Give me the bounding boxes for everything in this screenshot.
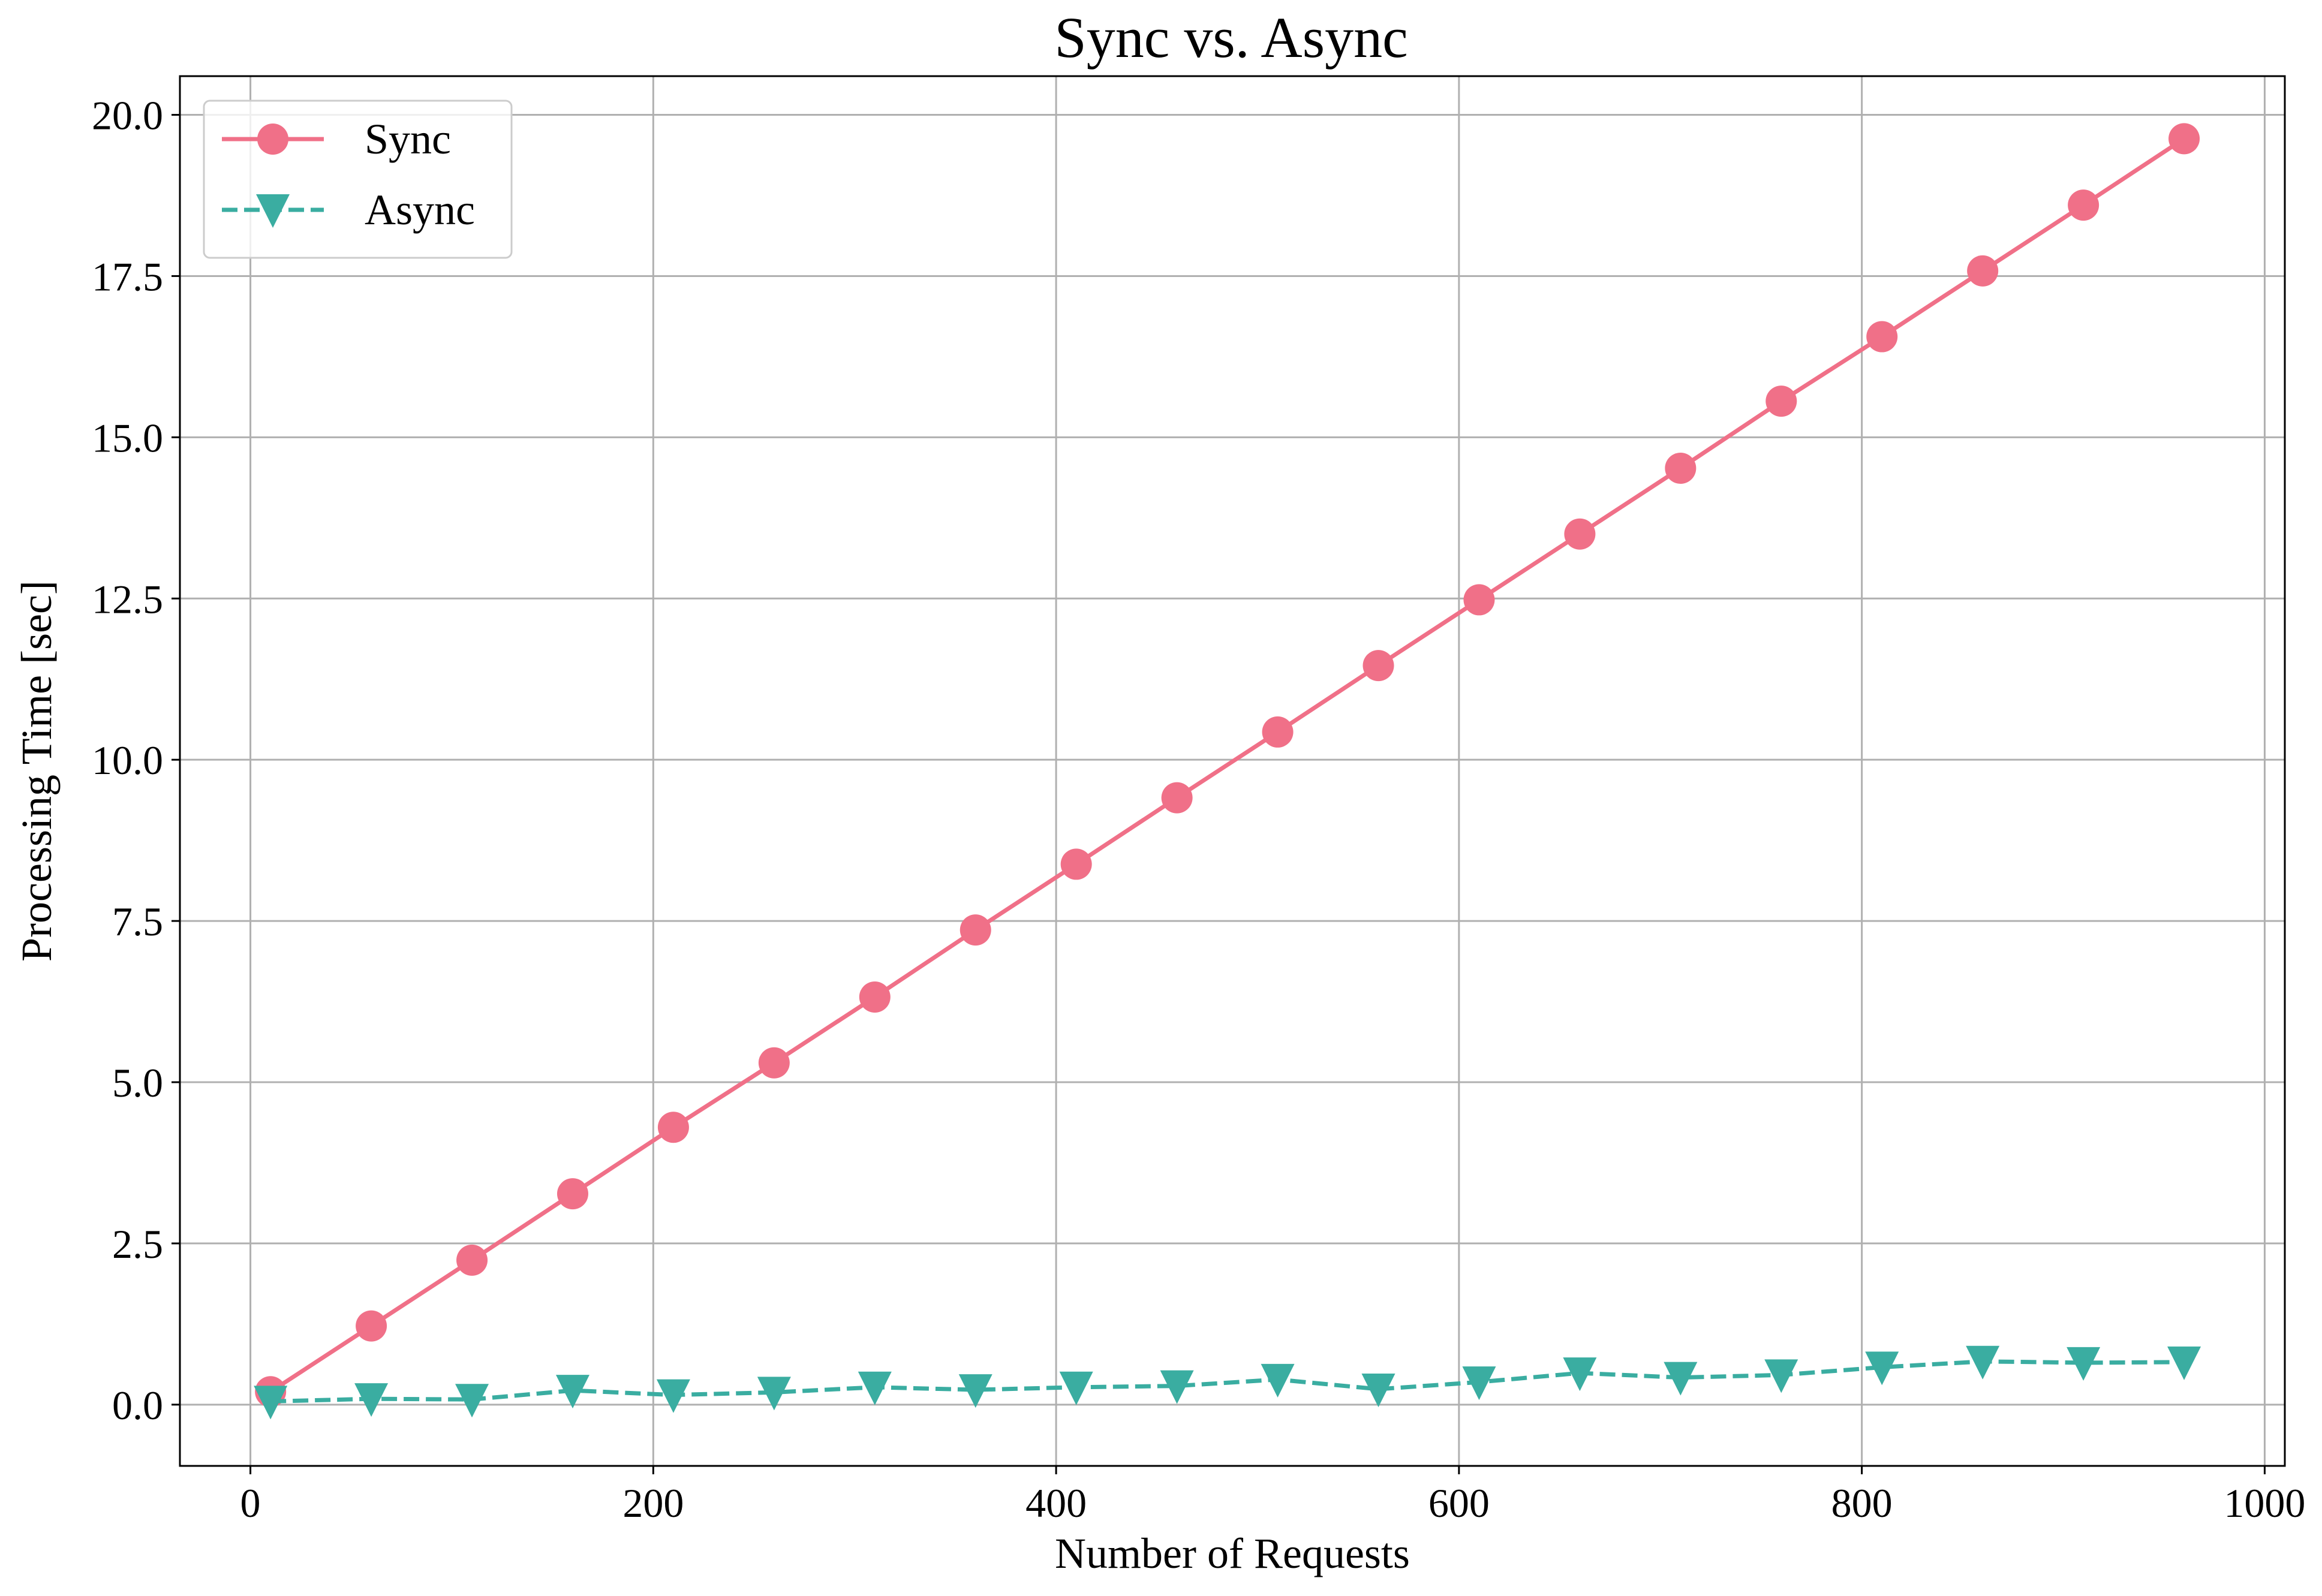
legend-marker <box>256 194 290 228</box>
data-point <box>254 1386 288 1420</box>
data-point <box>356 1310 387 1342</box>
data-point <box>1765 386 1797 417</box>
y-tick-label: 12.5 <box>92 576 163 622</box>
legend-label: Sync <box>365 115 451 163</box>
legend: Sync Async <box>203 100 513 259</box>
legend-box <box>203 100 513 259</box>
data-point <box>1564 518 1596 550</box>
data-point <box>1160 1370 1194 1404</box>
series-async <box>254 1345 2201 1420</box>
y-tick-label: 15.0 <box>92 415 163 460</box>
data-point <box>1865 1351 1899 1386</box>
data-point <box>859 981 891 1013</box>
data-point <box>1664 1362 1698 1396</box>
data-point <box>1866 321 1898 353</box>
series-line <box>269 137 2185 1394</box>
x-tick-label: 200 <box>622 1480 684 1526</box>
series-sync <box>255 123 2200 1408</box>
data-point <box>960 914 991 946</box>
y-tick-label: 2.5 <box>112 1221 163 1267</box>
x-tick-label: 600 <box>1428 1480 1490 1526</box>
data-point <box>858 1371 892 1405</box>
data-point <box>1563 1357 1597 1392</box>
y-tick-label: 17.5 <box>92 254 163 299</box>
data-point <box>1361 1373 1395 1407</box>
data-point <box>557 1178 588 1210</box>
legend-marker <box>257 124 288 155</box>
data-point <box>656 1379 690 1413</box>
data-point <box>1463 584 1495 616</box>
y-tick-label: 7.5 <box>112 899 163 944</box>
data-point <box>1261 1363 1295 1398</box>
data-point <box>2167 1346 2201 1380</box>
x-tick-label: 1000 <box>2224 1480 2305 1526</box>
y-tick-label: 10.0 <box>92 737 163 783</box>
data-point <box>1161 782 1193 814</box>
data-point <box>1665 452 1697 484</box>
data-point <box>758 1047 790 1079</box>
data-point <box>2168 123 2200 155</box>
legend-item-sync: Sync <box>222 115 451 163</box>
legend-label: Async <box>365 186 475 234</box>
axes-frame <box>179 75 2286 1467</box>
data-point <box>1362 650 1394 682</box>
gridlines <box>180 76 2285 1466</box>
data-point <box>555 1375 589 1409</box>
data-point <box>1764 1359 1798 1393</box>
data-point <box>1967 255 1999 287</box>
data-point <box>1262 716 1294 748</box>
x-axis-label: Number of Requests <box>1055 1529 1410 1577</box>
y-tick-label: 0.0 <box>112 1383 163 1428</box>
data-point <box>354 1383 389 1417</box>
data-point <box>2067 1347 2101 1381</box>
x-tick-label: 400 <box>1025 1480 1087 1526</box>
data-point <box>1966 1345 2000 1380</box>
x-tick-label: 0 <box>240 1480 261 1526</box>
data-point <box>2068 189 2100 221</box>
y-tick-label: 5.0 <box>112 1060 163 1106</box>
data-point <box>455 1384 489 1418</box>
plot-area <box>254 123 2201 1420</box>
data-point <box>657 1112 689 1143</box>
data-point <box>958 1374 992 1408</box>
data-point <box>757 1377 791 1411</box>
y-axis-label: Processing Time [sec] <box>13 580 61 962</box>
axis-ticks: 0 200 400 600 800 1000 0.0 2.5 5.0 7.5 10.0 12.5 15.… <box>92 93 2305 1526</box>
data-point <box>1462 1366 1496 1401</box>
legend-item-async: Async <box>222 186 475 234</box>
x-tick-label: 800 <box>1831 1480 1893 1526</box>
data-point <box>1060 848 1092 880</box>
data-point <box>1059 1371 1093 1405</box>
data-point <box>456 1244 488 1276</box>
chart-title: Sync vs. Async <box>1054 5 1407 70</box>
y-tick-label: 20.0 <box>92 93 163 138</box>
series-line <box>270 1359 2185 1404</box>
